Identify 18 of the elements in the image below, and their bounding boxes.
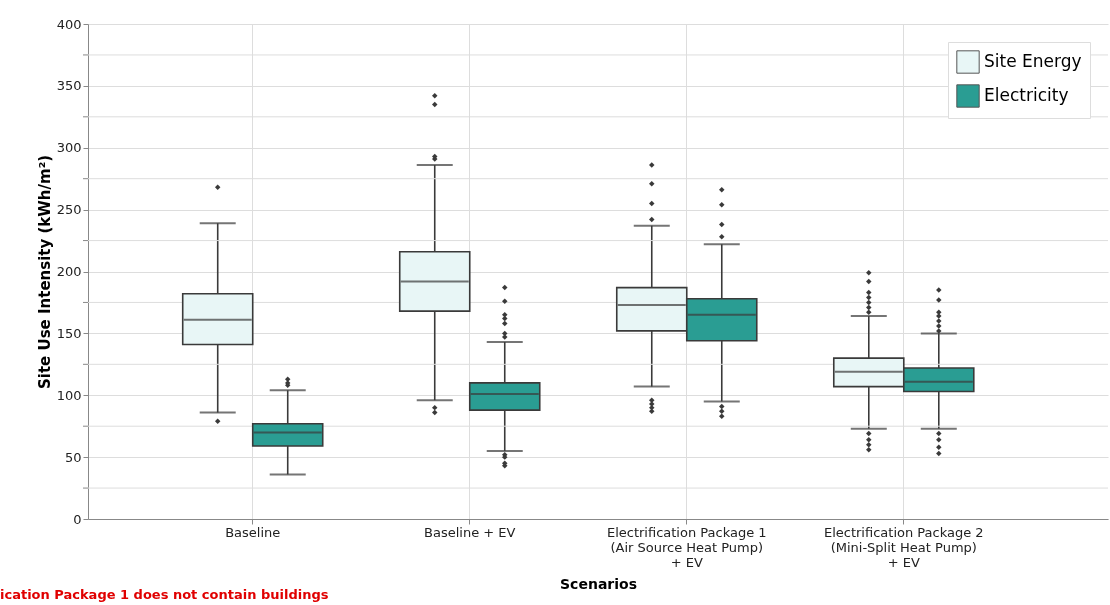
text: ication Package 1 does not contain buildings	[0, 587, 329, 602]
x-tick-label: Electrification Package 1 (Air Source Heat Pump) + EV	[606, 524, 767, 570]
x-tick-label: Baseline	[225, 524, 281, 540]
y-tick-label: 350	[56, 78, 82, 94]
legend-label: Electricity	[984, 85, 1069, 105]
y-tick-label: 400	[56, 16, 82, 32]
y-tick-label: 100	[56, 387, 82, 403]
x-tick-label: Baseline + EV	[424, 524, 516, 540]
y-tick-label: 0	[73, 511, 82, 527]
y-tick-label: 300	[56, 140, 82, 156]
y-axis-title: Site Use Intensity (kWh/m²)	[35, 154, 54, 390]
x-tick-label: Electrification Package 2 (Mini-Split Heat Pump) + EV	[823, 524, 984, 570]
y-tick-label: 250	[56, 202, 82, 218]
legend-label: Site Energy	[984, 51, 1082, 71]
y-tick-label: 150	[56, 325, 82, 341]
x-axis-title: Scenarios	[560, 575, 637, 592]
y-tick-label: 50	[64, 449, 82, 465]
y-tick-label: 200	[56, 264, 82, 279]
